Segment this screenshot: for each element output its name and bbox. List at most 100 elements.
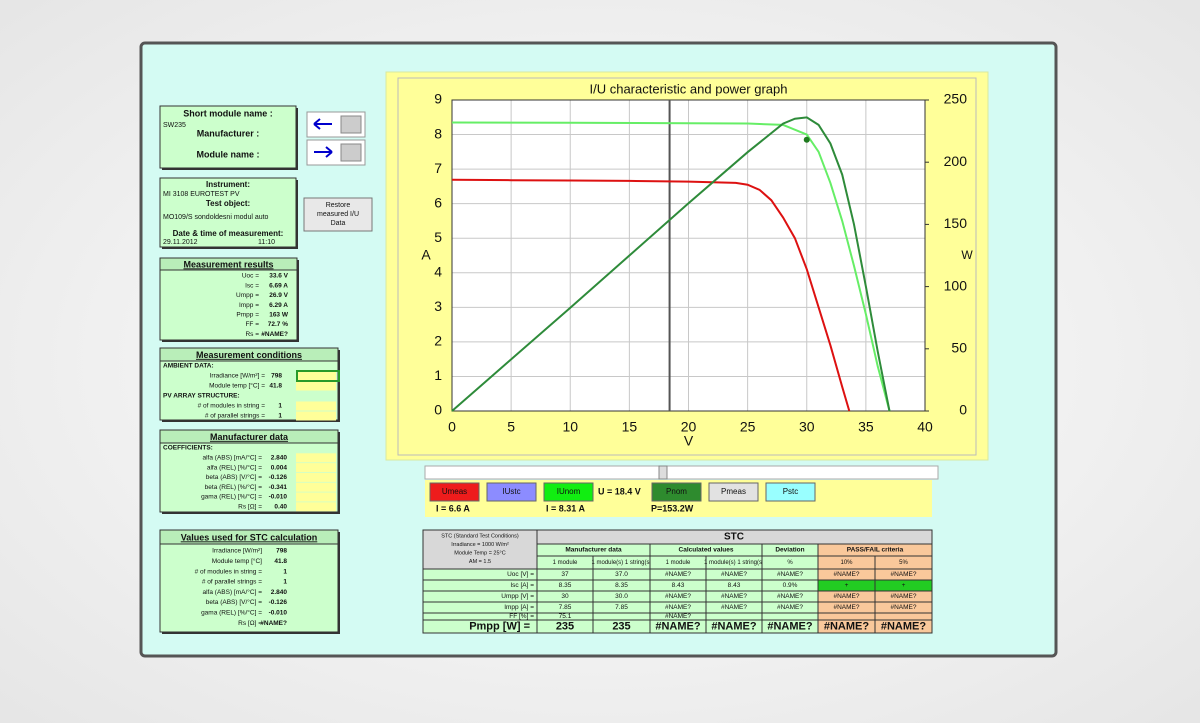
table-value: + [845,582,849,589]
panel [159,177,297,248]
field-value: 0.40 [274,504,287,511]
next-button[interactable] [306,139,366,166]
table-value: #NAME? [665,604,691,611]
table-value: #NAME? [721,571,747,578]
section-heading: PV ARRAY STRUCTURE: [163,393,240,400]
subheader: 1 module(s) 1 string(s) [704,560,764,566]
series-button[interactable] [708,482,759,502]
panel-title: Measurement conditions [196,350,302,360]
table-value: #NAME? [777,571,803,578]
table-value: #NAME? [890,593,916,600]
prev-button[interactable] [306,111,366,138]
subheader: 1 module(s) 1 string(s) [591,560,651,566]
subheader: 1 module [553,560,578,566]
field-value: 41.8 [269,383,282,390]
input-field[interactable] [296,411,336,421]
input-field[interactable] [296,401,336,411]
field-label: Module temp [°C] = [209,382,265,390]
table-value: #NAME? [665,571,691,578]
row-label: Pmpp [W] = [469,620,530,632]
table-value: 8.35 [559,582,572,589]
selected-input [296,370,340,382]
table-value: 7.85 [559,604,572,611]
table-cell [817,612,876,621]
readout: I = 8.31 A [546,503,585,513]
y-axis-label: A [421,247,431,263]
y-tick-label: 5 [434,229,442,245]
table-cell [761,612,819,621]
x-tick-label: 10 [562,419,578,435]
conditions-line: Module Temp = 25°C [454,550,506,556]
field-value: 1 [278,413,282,420]
y2-axis-label: W [961,248,973,262]
input-field[interactable] [296,472,336,482]
table-value: #NAME? [721,604,747,611]
table-value: 8.35 [615,582,628,589]
table-value: #NAME? [777,604,803,611]
input-field[interactable] [296,381,336,391]
field-label: Irradiance [W/m²] [212,548,262,555]
plot-border [451,99,926,412]
y2-tick-label: 100 [944,277,968,293]
x-tick-label: 5 [507,419,515,435]
panel-title: Manufacturer data [210,432,289,442]
series-button-label: Pnom [666,487,687,496]
row-label: Umpp [V] = [501,593,534,600]
series-button[interactable] [651,482,702,502]
input-field[interactable] [296,492,336,502]
field-value: 798 [276,548,287,555]
series-button[interactable] [765,482,816,502]
cursor-slider[interactable] [424,465,939,480]
conditions-line: AM = 1.5 [469,559,491,565]
test-object: MO109/S sondoldesni modul auto [163,214,269,221]
table-value: #NAME? [881,620,927,632]
field-label: alfa (ABS) [mA/°C] = [203,588,263,596]
table-value: 37 [561,571,569,578]
field-label: FF = [245,321,259,328]
input-field[interactable] [296,453,336,463]
field-value: 1 [283,568,287,575]
field-value: -0.341 [269,484,288,491]
table-value: 8.43 [672,582,685,589]
subheader: 10% [840,560,853,566]
input-field[interactable] [296,482,336,492]
instrument: MI 3108 EUROTEST PV [163,191,240,198]
series-button[interactable] [429,482,480,502]
table-value: + [902,582,906,589]
panel-header [159,257,298,271]
series-button-label: IUstc [502,487,520,496]
short-name: SW235 [163,122,186,129]
x-tick-label: 30 [799,419,815,435]
table-value: 30 [561,593,569,600]
input-field[interactable] [296,502,336,512]
input-field[interactable] [296,371,336,381]
table-value: #NAME? [833,604,859,611]
field-label: alfa (ABS) [mA/°C] = [203,454,263,462]
field-value: 26.9 V [269,292,288,299]
table-value: #NAME? [833,571,859,578]
field-value: -0.010 [269,494,288,501]
field-value: 1 [278,403,282,410]
field-label: Isc = [245,282,259,289]
manufacturer-label: Manufacturer : [197,128,260,138]
series-button[interactable] [486,482,537,502]
series-button[interactable] [543,482,594,502]
table-value: #NAME? [833,593,859,600]
field-value: 41.8 [274,558,287,565]
group-header: PASS/FAIL criteria [847,547,904,554]
table-value: #NAME? [665,613,691,620]
table-value: #NAME? [655,620,701,632]
module-name-label: Module name : [196,149,259,159]
test-object-label: Test object: [206,199,250,208]
field-label: # of modules in string = [198,403,266,410]
input-field[interactable] [296,463,336,473]
restore-button[interactable] [303,197,373,232]
field-value: 2.840 [271,589,288,596]
date-label: Date & time of measurement: [173,229,284,238]
short-name-label: Short module name : [183,108,273,118]
x-tick-label: 20 [681,419,697,435]
group-header: Manufacturer data [565,547,622,554]
field-label: # of modules in string = [195,568,263,575]
